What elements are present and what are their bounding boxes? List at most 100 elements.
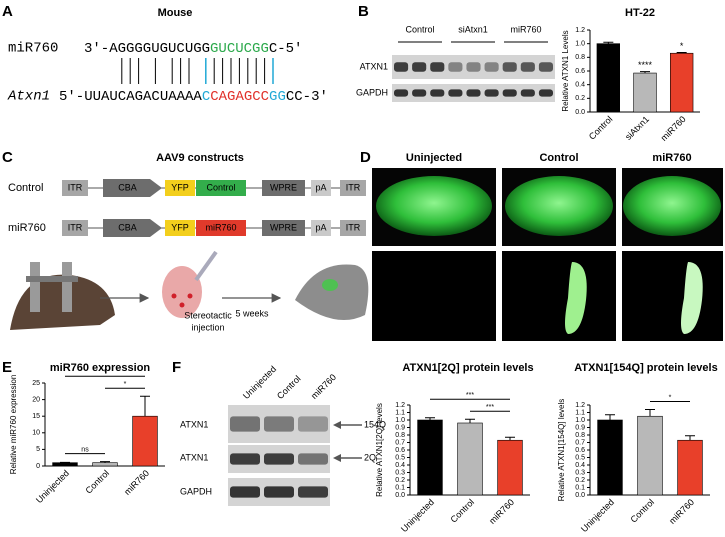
x-tick-label: Uninjected <box>399 497 436 534</box>
element-label: Control <box>206 182 235 192</box>
x-tick-label: Control <box>84 468 112 496</box>
x-tick-label: Control <box>449 497 477 525</box>
sequence: 3′-AGGGGUGUCUGGGUCUCGGC-5′ <box>84 41 302 57</box>
mouse-head <box>295 264 369 320</box>
element <box>196 220 246 236</box>
error-bar <box>605 414 615 420</box>
sequence-segment: CC-3′ <box>286 89 328 105</box>
y-tick-label: 0.4 <box>575 82 585 89</box>
x-tick-label: Control <box>629 497 657 525</box>
row-label: ATXN1 <box>180 419 208 429</box>
sequence: 5′-UUAUCAGACUAAAACCAGAGCCGGCC-3′ <box>59 89 328 105</box>
lane-label: miR760 <box>510 24 541 34</box>
chart-title: ATXN1[154Q] protein levels <box>574 362 717 374</box>
panel-label: F <box>172 359 181 376</box>
row-label: ATXN1 <box>360 61 388 71</box>
significance: **** <box>638 60 653 70</box>
y-tick-label: 20 <box>32 396 40 403</box>
blot-band <box>264 453 294 465</box>
injection-site <box>179 302 185 308</box>
element-label: YFP <box>171 222 189 232</box>
row-label: YFP <box>378 260 399 272</box>
element-label: WPRE <box>270 222 297 232</box>
band-label: 154Q <box>364 419 386 429</box>
blot-band <box>230 416 260 432</box>
blot-band <box>502 62 517 72</box>
significance: *** <box>486 404 494 411</box>
error-bar <box>603 41 614 44</box>
element <box>340 180 366 196</box>
chart-title: ATXN1[2Q] protein levels <box>402 362 533 374</box>
sequence-segment: GUCUCGG <box>210 41 269 57</box>
blot-band <box>466 62 481 72</box>
blot-band <box>520 89 535 97</box>
promoter <box>103 219 162 237</box>
panel-label: B <box>358 3 369 20</box>
y-tick-label: 0.4 <box>575 462 585 469</box>
x-tick-label: miR760 <box>487 497 516 526</box>
brain-expression <box>322 279 338 291</box>
column-header: Uninjected <box>406 152 462 164</box>
blot-band <box>298 416 328 432</box>
y-tick-label: 1.2 <box>575 27 585 34</box>
frame <box>62 262 72 312</box>
y-tick-label: 0.5 <box>575 454 585 461</box>
lane-label: Control <box>405 24 434 34</box>
blot-band <box>264 486 294 498</box>
y-tick-label: 0 <box>36 463 40 470</box>
constructs-title: AAV9 constructs <box>156 152 244 164</box>
x-tick-label: siAtxn1 <box>623 114 651 142</box>
section <box>565 262 587 334</box>
lane-label: Control <box>275 374 303 402</box>
element <box>262 180 305 196</box>
blot-band <box>538 62 553 72</box>
y-tick-label: 0.3 <box>395 469 405 476</box>
y-tick-label: 0.1 <box>395 484 405 491</box>
bar <box>633 72 657 113</box>
promoter <box>103 179 162 197</box>
bar <box>677 439 703 496</box>
y-tick-label: 25 <box>32 380 40 387</box>
element-label: CBA <box>118 222 137 232</box>
chart-title: HT-22 <box>625 7 655 19</box>
blot-band <box>298 486 328 498</box>
element <box>62 180 88 196</box>
brain <box>376 176 492 236</box>
y-tick-label: 0.4 <box>395 462 405 469</box>
row-label: GAPDH <box>180 486 212 496</box>
y-tick-label: 10 <box>32 430 40 437</box>
y-axis-label: Relative ATXN1 Levels <box>561 30 570 111</box>
y-tick-label: 0.0 <box>575 109 585 116</box>
construct-name: Control <box>8 182 43 194</box>
bar <box>52 462 78 467</box>
construct-name: miR760 <box>8 222 46 234</box>
blot-band <box>230 453 260 465</box>
y-axis-label: Relative miR760 expression <box>9 375 18 475</box>
injection-site <box>171 293 177 299</box>
y-tick-label: 15 <box>32 413 40 420</box>
sequence-segment: CAGAGCC <box>210 89 269 105</box>
y-tick-label: 0.6 <box>395 447 405 454</box>
panel-label: D <box>360 149 371 166</box>
element <box>165 220 195 236</box>
y-tick-label: 0.2 <box>575 95 585 102</box>
image <box>622 251 723 341</box>
y-tick-label: 0.9 <box>575 424 585 431</box>
x-tick-label: miR760 <box>659 114 688 143</box>
blot-band <box>502 89 517 97</box>
blot-band <box>394 62 409 72</box>
step-label: 5 weeks <box>235 308 269 318</box>
error-bar <box>505 436 515 441</box>
bar <box>597 419 623 496</box>
blot-band <box>412 89 427 97</box>
blot-band <box>298 453 328 465</box>
element <box>262 220 305 236</box>
element <box>311 180 331 196</box>
bar <box>132 415 158 467</box>
error-bar <box>640 71 650 74</box>
section <box>681 262 703 334</box>
y-tick-label: 0.2 <box>575 477 585 484</box>
element <box>196 180 246 196</box>
element-label: CBA <box>118 182 137 192</box>
